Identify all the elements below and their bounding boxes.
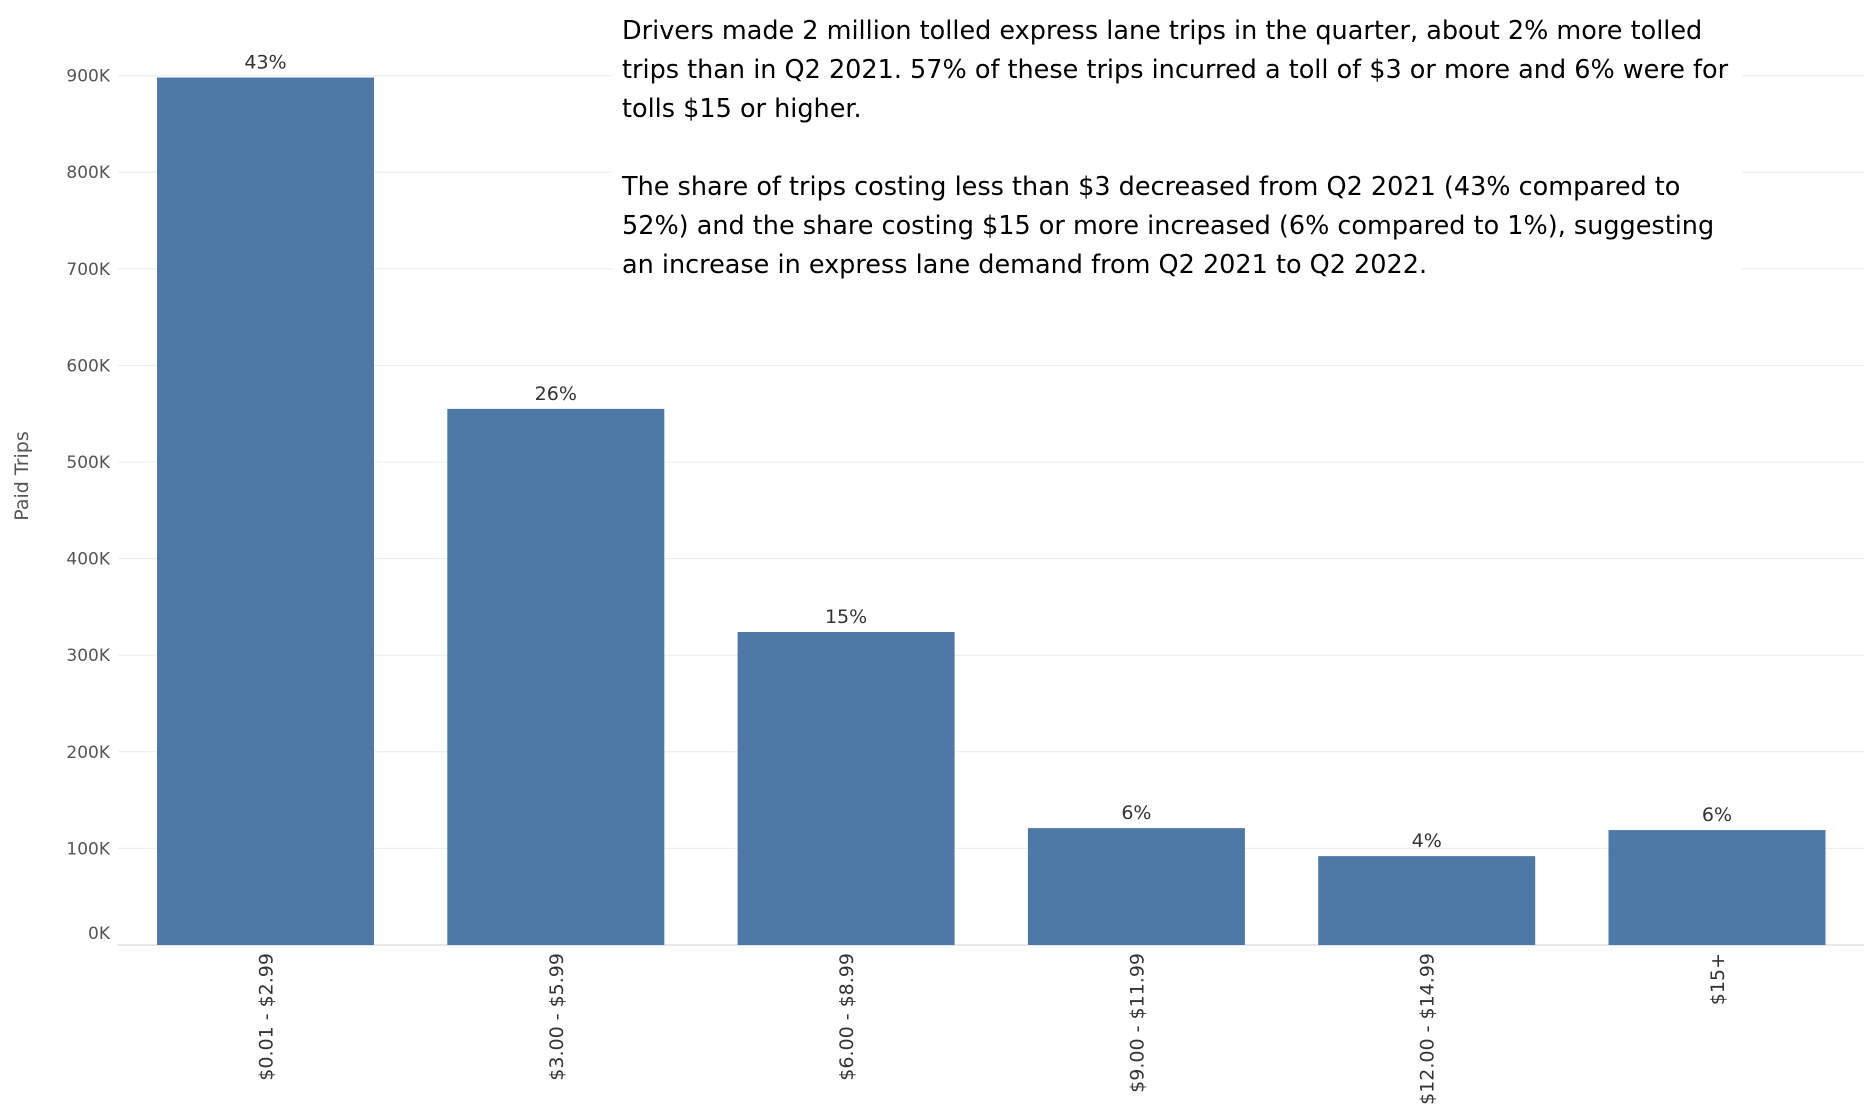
category-label: $0.01 - $2.99 (256, 953, 278, 1081)
data-label: 26% (535, 383, 577, 405)
data-label: 15% (825, 606, 867, 628)
y-tick-label: 200K (66, 743, 110, 763)
y-axis: 0K 100K 200K 300K 400K 500K 600K 700K 800K 900K (66, 67, 110, 944)
y-tick-label: 600K (66, 356, 110, 376)
x-axis: $0.01 - $2.99 $3.00 - $5.99 $6.00 - $8.99 $… (256, 953, 1730, 1105)
y-tick-label: 700K (66, 260, 110, 280)
y-tick-label: 800K (66, 163, 110, 183)
bar (1608, 830, 1826, 945)
bars (157, 77, 1826, 946)
annotation-paragraph-1: Drivers made 2 million tolled express la… (622, 16, 1729, 124)
data-label: 43% (244, 52, 286, 74)
y-axis-label: Paid Trips (11, 431, 33, 521)
bar (157, 77, 374, 946)
bar (737, 632, 955, 945)
bar (447, 408, 665, 945)
bar (1027, 828, 1245, 945)
bar (1318, 856, 1536, 945)
category-label: $9.00 - $11.99 (1126, 953, 1148, 1093)
category-label: $3.00 - $5.99 (546, 953, 568, 1081)
category-label: $6.00 - $8.99 (836, 953, 858, 1081)
y-tick-label: 300K (66, 646, 110, 666)
data-label: 4% (1412, 830, 1442, 852)
category-label: $15+ (1707, 953, 1729, 1005)
y-tick-label: 400K (66, 550, 110, 570)
annotation-paragraph-2: The share of trips costing less than $3 … (622, 172, 1715, 280)
data-label: 6% (1121, 802, 1151, 824)
category-label: $12.00 - $14.99 (1417, 953, 1439, 1105)
y-tick-label: 500K (66, 453, 110, 473)
y-tick-label: 900K (66, 67, 110, 87)
y-tick-label: 100K (66, 839, 110, 859)
data-label: 6% (1702, 804, 1732, 826)
annotation-text: Drivers made 2 million tolled express la… (612, 12, 1742, 285)
data-labels: 43% 26% 15% 6% 4% 6% (244, 52, 1732, 853)
y-tick-label: 0K (88, 924, 111, 944)
